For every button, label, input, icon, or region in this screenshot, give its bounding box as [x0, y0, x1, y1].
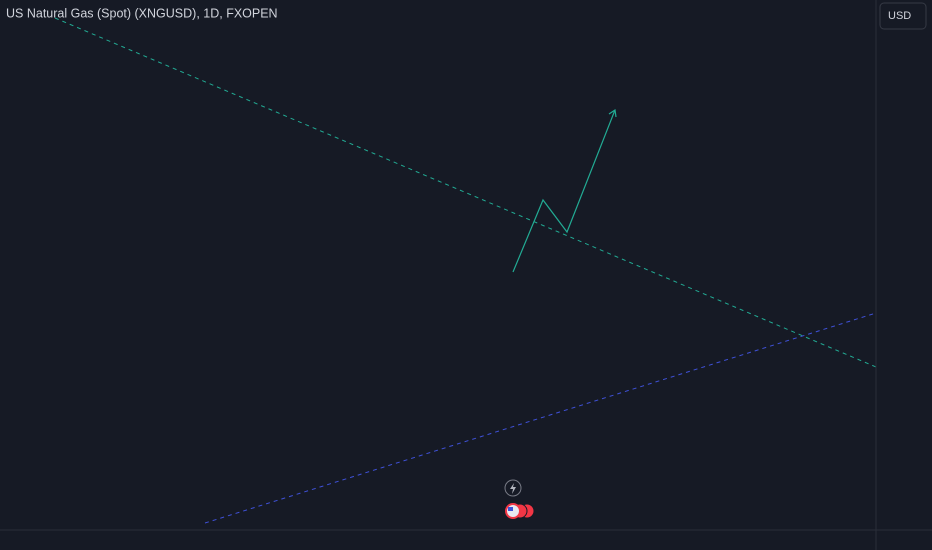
currency-label[interactable]: USD	[888, 10, 911, 22]
flag-canton	[508, 507, 513, 511]
projection-path	[512, 109, 616, 273]
lightning-icon	[510, 483, 516, 494]
currency-button[interactable]	[879, 2, 927, 30]
chart-title: US Natural Gas (Spot) (XNGUSD), 1D, FXOP…	[6, 6, 278, 20]
trend-line	[204, 312, 876, 524]
event-icons	[504, 479, 535, 519]
trend-line	[54, 17, 876, 368]
arrow-head	[608, 108, 617, 118]
